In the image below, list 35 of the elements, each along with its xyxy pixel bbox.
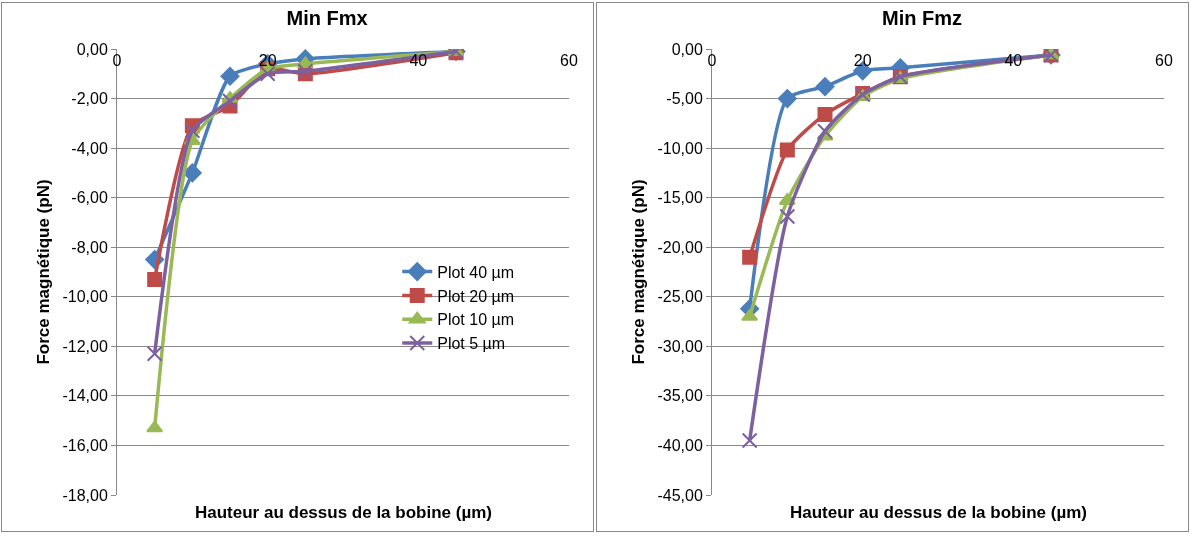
- y-tick-label: -12,00: [62, 337, 108, 355]
- y-axis-title: Force magnétique (pN): [33, 179, 53, 365]
- legend-label: Plot 20 µm: [437, 287, 515, 305]
- y-tick-label: -30,00: [657, 337, 703, 355]
- y-tick-label: -25,00: [657, 288, 703, 306]
- y-tick-label: -18,00: [62, 486, 108, 504]
- y-tick-label: -15,00: [657, 189, 703, 207]
- x-tick-label: 60: [1155, 52, 1173, 69]
- x-tick-label: 0: [112, 52, 122, 69]
- y-tick-label: -8,00: [71, 238, 108, 256]
- y-tick-label: -4,00: [71, 139, 108, 157]
- legend-label: Plot 5 µm: [437, 335, 506, 353]
- legend-label: Plot 10 µm: [437, 311, 515, 329]
- y-tick-label: -16,00: [62, 437, 108, 455]
- y-tick-label: 0,00: [76, 40, 108, 58]
- y-tick-label: -2,00: [71, 90, 108, 108]
- y-axis-title: Force magnétique (pN): [628, 179, 648, 365]
- y-tick-label: -5,00: [666, 90, 703, 108]
- y-tick-label: 0,00: [671, 40, 703, 58]
- y-tick-label: -35,00: [657, 387, 703, 405]
- chart-title: Min Fmz: [882, 6, 963, 29]
- y-tick-label: -10,00: [62, 288, 108, 306]
- y-tick-label: -14,00: [62, 387, 108, 405]
- y-tick-label: -45,00: [657, 486, 703, 504]
- legend-label: Plot 40 µm: [437, 263, 515, 281]
- y-tick-label: -10,00: [657, 139, 703, 157]
- x-axis-title: Hauteur au dessus de la bobine (µm): [195, 503, 492, 522]
- y-tick-label: -40,00: [657, 437, 703, 455]
- x-tick-label: 20: [853, 52, 872, 69]
- chart-title: Min Fmx: [286, 6, 368, 29]
- x-tick-label: 0: [707, 52, 717, 69]
- x-tick-label: 60: [560, 52, 578, 69]
- y-tick-label: -6,00: [71, 189, 108, 207]
- x-axis-title: Hauteur au dessus de la bobine (µm): [790, 503, 1087, 522]
- y-tick-label: -20,00: [657, 238, 703, 256]
